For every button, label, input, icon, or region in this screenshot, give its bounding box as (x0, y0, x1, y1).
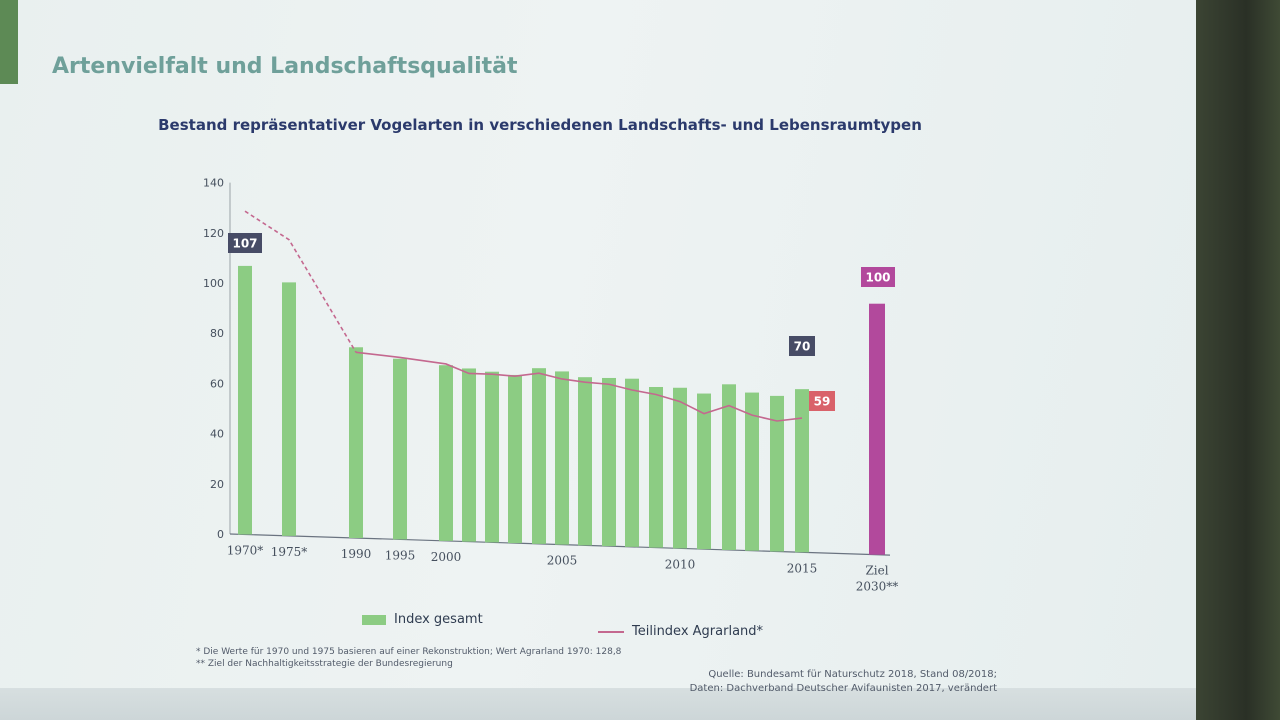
footnotes: * Die Werte für 1970 und 1975 basieren a… (196, 646, 621, 670)
x-tick-label: Ziel 2030** (856, 564, 899, 594)
bar (625, 378, 639, 547)
y-tick-label: 60 (210, 377, 224, 390)
bar (532, 368, 546, 544)
y-tick-label: 80 (210, 327, 224, 340)
bar (439, 365, 453, 541)
footnote-2: ** Ziel der Nachhaltigkeitsstrategie der… (196, 659, 453, 669)
bar (462, 368, 476, 542)
legend-label-bars: Index gesamt (394, 612, 483, 627)
data-label: 59 (814, 395, 831, 409)
y-tick-label: 140 (203, 177, 224, 190)
legend-line: Teilindex Agrarland* (598, 624, 763, 639)
source-note: Quelle: Bundesamt für Naturschutz 2018, … (690, 668, 997, 696)
bar (485, 371, 499, 543)
x-tick-label: 2005 (547, 554, 578, 568)
chart-title: Bestand repräsentativer Vogelarten in ve… (158, 116, 922, 134)
bird-index-chart: 0 20 40 60 80 100 120 140 1970* 1975* 1990 1995 2000… (203, 177, 899, 594)
legend-swatch-bars (362, 614, 386, 625)
data-label-box (228, 233, 262, 253)
y-tick-label: 20 (210, 478, 224, 491)
room-wall (1196, 0, 1280, 720)
x-tick-label: 1975* (271, 545, 308, 559)
y-tick-label: 40 (210, 428, 224, 441)
bar (602, 377, 616, 547)
bar (745, 392, 759, 551)
projection-screen (0, 0, 1196, 720)
screen-bottom-edge (0, 688, 1196, 720)
bar (649, 386, 663, 548)
bar (282, 282, 296, 536)
footnote-1: * Die Werte für 1970 und 1975 basieren a… (196, 647, 622, 657)
bar (869, 303, 885, 555)
data-label: 70 (794, 340, 811, 354)
source-line-1: Quelle: Bundesamt für Naturschutz 2018, … (708, 669, 997, 680)
bar (673, 387, 687, 549)
bar (349, 347, 363, 539)
bar (722, 384, 736, 550)
x-tick-label: 1995 (385, 548, 416, 562)
slide-accent-bar (0, 0, 18, 84)
y-tick-label: 100 (203, 277, 224, 290)
data-label: 100 (865, 271, 890, 285)
slide-title: Artenvielfalt und Landschaftsqualität (52, 54, 518, 79)
x-tick-label: 1970* (227, 543, 264, 557)
bar (770, 395, 784, 552)
line-series-dashed (244, 210, 357, 353)
y-tick-label: 0 (217, 528, 224, 541)
y-tick-label: 120 (203, 227, 224, 240)
bar (795, 389, 809, 553)
x-tick-label: 2015 (787, 561, 818, 575)
x-tick-label: 1990 (341, 547, 372, 561)
bar (555, 371, 569, 545)
bar (697, 393, 711, 550)
bar (393, 358, 407, 540)
legend-bars: Index gesamt (362, 612, 483, 627)
bar (578, 377, 592, 546)
data-label-box (861, 267, 895, 287)
line-series-solid (355, 351, 803, 422)
data-label: 107 (232, 237, 257, 251)
x-tick-label: 2010 (665, 557, 696, 571)
bar (508, 374, 522, 544)
legend-swatch-line (598, 630, 624, 633)
source-line-2: Daten: Dachverband Deutscher Avifauniste… (689, 683, 997, 694)
x-tick-label: 2000 (431, 550, 462, 564)
data-label-box (809, 391, 835, 411)
bar (238, 265, 252, 535)
legend-label-line: Teilindex Agrarland* (632, 624, 764, 639)
data-label-box (789, 336, 815, 356)
